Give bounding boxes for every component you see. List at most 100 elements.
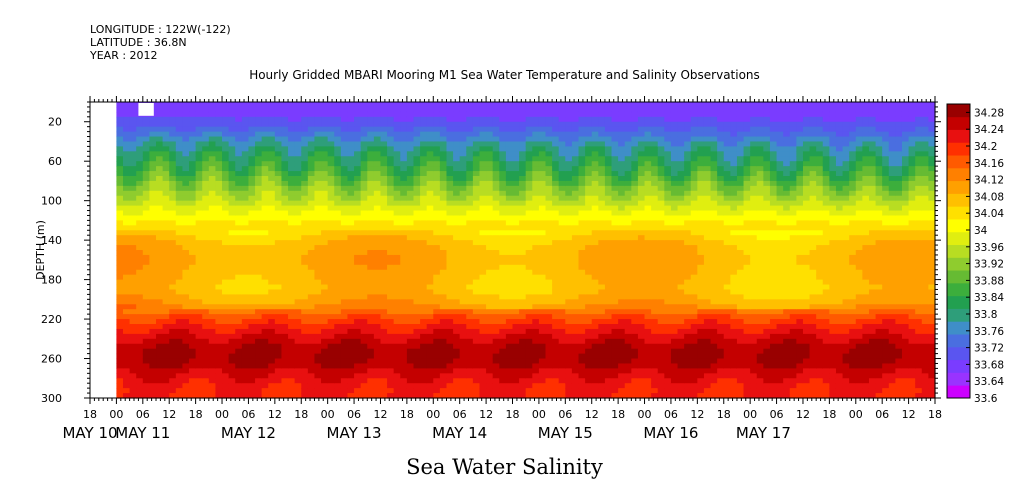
heat-cell	[373, 230, 382, 236]
heat-cell	[149, 348, 157, 355]
heat-cell	[261, 299, 269, 305]
heat-cell	[387, 171, 395, 177]
heat-cell	[644, 210, 652, 217]
heat-cell	[288, 279, 296, 286]
heat-cell	[347, 393, 355, 399]
heat-cell	[334, 383, 342, 389]
heat-cell	[189, 368, 197, 374]
heat-cell	[294, 338, 302, 345]
heat-cell	[499, 378, 507, 384]
heat-cell	[136, 156, 144, 162]
heat-cell	[571, 324, 580, 330]
heat-cell	[420, 259, 428, 266]
heat-cell	[466, 314, 474, 320]
heat-cell	[373, 328, 382, 335]
heat-cell	[446, 250, 454, 256]
heat-cell	[657, 171, 665, 177]
heat-cell	[387, 245, 395, 251]
heat-cell	[519, 230, 527, 236]
heat-cell	[571, 225, 580, 231]
heat-cell	[241, 324, 250, 330]
heat-cell	[354, 180, 362, 187]
heat-cell	[222, 368, 230, 374]
heat-cell	[222, 176, 230, 182]
heat-cell	[235, 304, 243, 310]
heat-cell	[393, 343, 401, 350]
heat-cell	[472, 230, 481, 236]
heat-cell	[453, 121, 461, 128]
heat-cell	[433, 358, 441, 365]
heat-cell	[321, 314, 329, 320]
heat-cell	[578, 220, 586, 226]
heat-cell	[116, 264, 124, 271]
heat-cell	[189, 230, 197, 236]
heat-cell	[195, 205, 203, 212]
heat-cell	[149, 195, 157, 202]
heat-cell	[505, 111, 514, 118]
heat-cell	[354, 378, 362, 384]
heat-cell	[598, 338, 606, 345]
heat-cell	[195, 254, 203, 261]
heat-cell	[538, 363, 547, 369]
heat-cell	[175, 185, 184, 192]
heat-cell	[136, 373, 144, 379]
heat-cell	[241, 383, 250, 389]
heat-cell	[136, 146, 144, 152]
heat-cell	[241, 141, 250, 147]
heat-cell	[565, 235, 573, 241]
heat-cell	[532, 215, 540, 221]
heat-cell	[492, 368, 500, 374]
heat-cell	[228, 111, 236, 118]
heat-cell	[156, 131, 164, 138]
heat-cell	[129, 102, 137, 108]
heat-cell	[268, 220, 276, 226]
heat-cell	[525, 230, 533, 236]
heat-cell	[453, 294, 461, 300]
heat-cell	[637, 200, 646, 207]
heat-cell	[347, 279, 355, 286]
heat-cell	[195, 299, 203, 305]
heat-cell	[505, 353, 514, 360]
heat-cell	[228, 220, 236, 226]
heat-cell	[367, 146, 375, 152]
heat-cell	[274, 343, 283, 350]
heat-cell	[169, 274, 177, 281]
heat-cell	[393, 205, 401, 212]
heat-cell	[512, 156, 520, 162]
heat-cell	[426, 245, 434, 251]
heat-cell	[512, 343, 520, 350]
heat-cell	[281, 245, 289, 251]
heat-cell	[261, 373, 269, 379]
heat-cell	[479, 111, 487, 118]
heat-cell	[637, 106, 646, 113]
heat-cell	[538, 195, 547, 202]
heat-cell	[538, 180, 547, 187]
heat-cell	[281, 299, 289, 305]
heat-cell	[340, 210, 349, 217]
heat-cell	[116, 176, 124, 182]
heat-cell	[624, 264, 632, 271]
heat-cell	[380, 210, 388, 217]
heat-cell	[347, 141, 355, 147]
heat-cell	[433, 200, 441, 207]
heat-cell	[241, 205, 250, 212]
heat-cell	[571, 393, 580, 399]
heat-cell	[618, 289, 626, 295]
heat-cell	[189, 116, 197, 123]
heat-cell	[505, 274, 514, 281]
heat-cell	[268, 166, 276, 172]
heat-cell	[380, 245, 388, 251]
heat-cell	[268, 259, 276, 266]
heat-cell	[294, 250, 302, 256]
heat-cell	[248, 378, 256, 384]
heat-cell	[360, 378, 368, 384]
heat-cell	[354, 190, 362, 197]
heat-cell	[565, 245, 573, 251]
heat-cell	[571, 299, 580, 305]
heat-cell	[222, 126, 230, 133]
heat-cell	[129, 289, 137, 295]
heat-cell	[499, 363, 507, 369]
heat-cell	[360, 388, 368, 394]
heat-cell	[400, 284, 408, 291]
heat-cell	[525, 240, 533, 246]
